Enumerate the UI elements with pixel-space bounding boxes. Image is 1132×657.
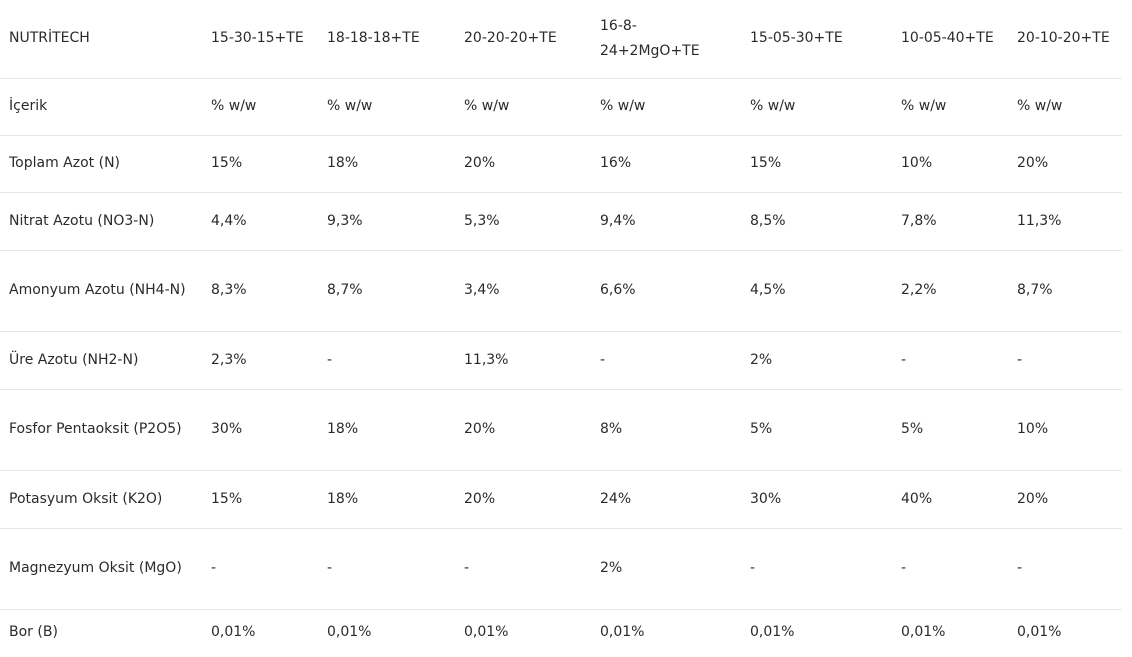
table-cell: 20% [1008, 135, 1122, 193]
table-cell: - [455, 528, 591, 610]
table-cell: 2,2% [892, 250, 1008, 332]
table-cell: 15% [202, 470, 318, 529]
header-cell-product: 16-8-24+2MgO+TE [591, 0, 741, 79]
row-label: İçerik [0, 78, 202, 136]
table-cell: 5,3% [455, 192, 591, 251]
table-cell: 20% [455, 389, 591, 471]
table-header-row: NUTRİTECH 15-30-15+TE 18-18-18+TE 20-20-… [0, 0, 1122, 79]
table-row-magnesium-oxide: Magnezyum Oksit (MgO) - - - 2% - - - [0, 528, 1122, 610]
table-cell: 0,01% [1017, 623, 1062, 640]
table-row-ammonium-nitrogen: Amonyum Azotu (NH4-N) 8,3% 8,7% 3,4% 6,6… [0, 250, 1122, 332]
table-row-potassium-oxide: Potasyum Oksit (K2O) 15% 18% 20% 24% 30%… [0, 470, 1122, 529]
table-cell: 4,4% [202, 192, 318, 251]
table-cell: 20% [455, 470, 591, 529]
table-cell: 15% [202, 135, 318, 193]
table-cell: % w/w [892, 78, 1008, 136]
table-cell: 30% [741, 470, 892, 529]
table-cell: 8,3% [202, 250, 318, 332]
table-cell: % w/w [318, 78, 455, 136]
table-cell: 10% [1008, 389, 1122, 471]
table-cell: 0,01% [600, 623, 645, 640]
header-cell-product: 15-05-30+TE [741, 0, 892, 79]
header-cell-brand: NUTRİTECH [0, 0, 202, 79]
table-cell: 2,3% [202, 331, 318, 390]
row-label: Magnezyum Oksit (MgO) [0, 528, 202, 610]
table-cell: 18% [318, 470, 455, 529]
table-cell: 5% [892, 389, 1008, 471]
table-row-phosphorus-pentoxide: Fosfor Pentaoksit (P2O5) 30% 18% 20% 8% … [0, 389, 1122, 471]
row-label: Bor (B) [9, 623, 58, 640]
table-cell: 11,3% [1008, 192, 1122, 251]
table-cell: 18% [318, 135, 455, 193]
table-cell: 15% [741, 135, 892, 193]
table-cell: - [1008, 528, 1122, 610]
row-label: Üre Azotu (NH2-N) [0, 331, 202, 390]
table-cell: 10% [892, 135, 1008, 193]
table-cell: 6,6% [591, 250, 741, 332]
header-cell-product: 20-20-20+TE [455, 0, 591, 79]
table-cell: 40% [892, 470, 1008, 529]
table-row-nitrate-nitrogen: Nitrat Azotu (NO3-N) 4,4% 9,3% 5,3% 9,4%… [0, 192, 1122, 251]
table-cell: 2% [741, 331, 892, 390]
table-cell: 16% [591, 135, 741, 193]
table-cell: 9,4% [591, 192, 741, 251]
table-cell: % w/w [741, 78, 892, 136]
table-cell: 5% [741, 389, 892, 471]
header-cell-product: 15-30-15+TE [202, 0, 318, 79]
table-cell: - [591, 331, 741, 390]
table-row-urea-nitrogen: Üre Azotu (NH2-N) 2,3% - 11,3% - 2% - - [0, 331, 1122, 390]
table-cell: - [318, 331, 455, 390]
table-cell: - [892, 528, 1008, 610]
table-cell: - [892, 331, 1008, 390]
table-cell: 30% [202, 389, 318, 471]
table-cell: % w/w [202, 78, 318, 136]
table-row-boron: Bor (B) 0,01% 0,01% 0,01% 0,01% 0,01% 0,… [0, 609, 1122, 655]
header-cell-product: 20-10-20+TE [1008, 0, 1122, 79]
row-label: Potasyum Oksit (K2O) [0, 470, 202, 529]
row-label: Amonyum Azotu (NH4-N) [0, 250, 202, 332]
table-cell: 4,5% [741, 250, 892, 332]
table-cell: % w/w [455, 78, 591, 136]
table-cell: 8,5% [741, 192, 892, 251]
header-cell-product: 18-18-18+TE [318, 0, 455, 79]
row-label: Toplam Azot (N) [0, 135, 202, 193]
table-cell: - [202, 528, 318, 610]
table-cell: 8% [591, 389, 741, 471]
table-cell: - [1008, 331, 1122, 390]
table-cell: 2% [591, 528, 741, 610]
table-cell: 20% [455, 135, 591, 193]
table-cell: 0,01% [464, 623, 509, 640]
table-cell: 0,01% [211, 623, 256, 640]
table-cell: % w/w [591, 78, 741, 136]
table-cell: % w/w [1008, 78, 1122, 136]
table-cell: 24% [591, 470, 741, 529]
table-cell: 0,01% [750, 623, 795, 640]
table-cell: 0,01% [327, 623, 372, 640]
table-cell: 8,7% [318, 250, 455, 332]
table-cell: - [318, 528, 455, 610]
table-row-total-nitrogen: Toplam Azot (N) 15% 18% 20% 16% 15% 10% … [0, 135, 1122, 193]
table-cell: 11,3% [455, 331, 591, 390]
table-cell: 9,3% [318, 192, 455, 251]
table-row-unit: İçerik % w/w % w/w % w/w % w/w % w/w % w… [0, 78, 1122, 136]
table-cell: 7,8% [892, 192, 1008, 251]
row-label: Fosfor Pentaoksit (P2O5) [0, 389, 202, 471]
table-cell: 3,4% [455, 250, 591, 332]
header-cell-product: 10-05-40+TE [892, 0, 1008, 79]
table-cell: - [741, 528, 892, 610]
row-label: Nitrat Azotu (NO3-N) [0, 192, 202, 251]
table-cell: 20% [1008, 470, 1122, 529]
table-cell: 18% [318, 389, 455, 471]
table-cell: 8,7% [1008, 250, 1122, 332]
table-cell: 0,01% [901, 623, 946, 640]
